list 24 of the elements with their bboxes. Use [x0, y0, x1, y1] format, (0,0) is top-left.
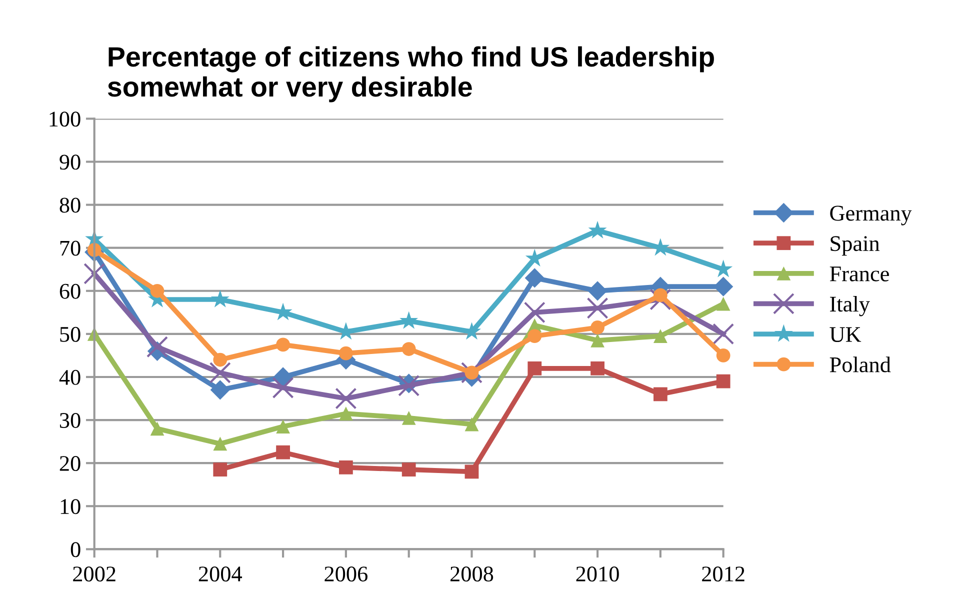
x-tick-label: 2002 [73, 566, 116, 582]
y-tick-label: 0 [70, 542, 80, 558]
legend-label: Italy [830, 296, 870, 316]
y-tick-label: 90 [60, 154, 80, 170]
y-tick-label: 50 [60, 326, 80, 342]
x-tick-label: 2012 [702, 566, 744, 582]
y-tick-label: 20 [60, 456, 80, 472]
chart-title: Percentage of citizens who find US leadership somewhat or very desirable [108, 46, 714, 102]
x-tick-label: 2004 [198, 566, 242, 582]
y-tick-label: 80 [60, 198, 80, 213]
legend-label: Poland [830, 356, 891, 372]
x-tick-label: 2010 [576, 566, 619, 582]
legend-label: France [830, 266, 889, 282]
legend-label: UK [830, 327, 862, 342]
x-tick-label: 2008 [450, 566, 494, 582]
y-tick-label: 40 [59, 370, 80, 385]
y-tick-label: 30 [60, 412, 80, 428]
x-tick-label: 2006 [324, 566, 368, 582]
y-tick-label: 100 [50, 112, 80, 127]
y-tick-label: 60 [60, 284, 80, 299]
legend-label: Germany [830, 206, 912, 226]
y-tick-label: 70 [60, 240, 80, 256]
legend-label: Spain [830, 236, 880, 256]
y-tick-label: 10 [60, 499, 80, 514]
